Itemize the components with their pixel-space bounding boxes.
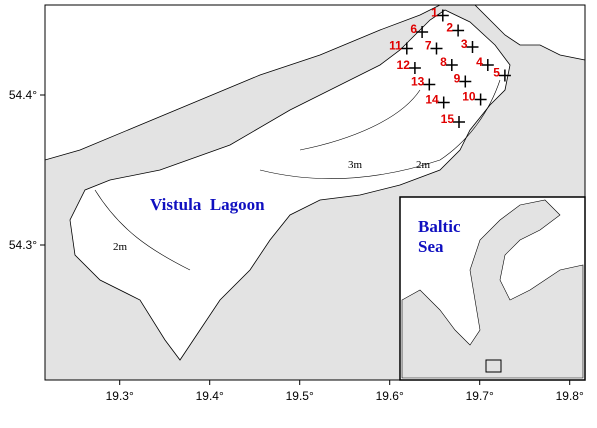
- station-label: 1: [431, 6, 438, 20]
- x-tick-label: 19.3°: [106, 389, 134, 403]
- station-marker: [408, 62, 421, 74]
- inset-label: Baltic: [418, 217, 461, 236]
- station-label: 3: [461, 37, 468, 51]
- station-label: 6: [410, 22, 417, 36]
- station-marker: [423, 78, 436, 91]
- station-label: 5: [493, 66, 500, 80]
- station-label: 9: [454, 72, 461, 86]
- lagoon-label: Vistula Lagoon: [150, 195, 265, 214]
- inset-land: [401, 199, 584, 379]
- depth-label: 2m: [113, 241, 128, 253]
- station-marker: [459, 75, 472, 88]
- x-tick-label: 19.6°: [376, 389, 404, 403]
- x-tick-label: 19.7°: [466, 389, 494, 403]
- station-marker: [400, 42, 413, 55]
- station-marker: [481, 59, 494, 71]
- inset-locator: [485, 359, 502, 373]
- station-label: 10: [462, 90, 476, 104]
- station-label: 14: [425, 93, 439, 107]
- x-tick-label: 19.4°: [196, 389, 224, 403]
- station-label: 7: [425, 39, 432, 53]
- station-label: 12: [397, 58, 411, 72]
- station-label: 13: [411, 75, 425, 89]
- station-marker: [436, 9, 449, 22]
- station-label: 2: [446, 21, 453, 35]
- frame: [44, 4, 586, 381]
- x-tick-label: 19.5°: [286, 389, 314, 403]
- x-tick-label: 19.8°: [556, 389, 584, 403]
- inset: Baltic Sea: [399, 196, 586, 381]
- station-marker: [474, 93, 487, 106]
- station-marker: [498, 69, 511, 82]
- sea-east: [474, 4, 586, 61]
- inset-label: Sea: [418, 237, 444, 256]
- sea: [44, 4, 441, 161]
- basemap: [44, 4, 586, 381]
- station-marker: [466, 41, 479, 53]
- station-marker: [453, 116, 465, 128]
- station-label: 11: [389, 39, 402, 53]
- station-label: 4: [476, 55, 483, 69]
- isobath: [94, 79, 501, 271]
- depth-label: 3m: [348, 159, 363, 171]
- station-marker: [437, 96, 450, 109]
- station-marker: [445, 59, 458, 71]
- depth-label: 2m: [416, 159, 431, 171]
- y-tick-label: 54.3°: [9, 238, 37, 252]
- station-marker: [416, 26, 429, 38]
- station-marker: [452, 24, 465, 37]
- y-tick-label: 54.4°: [9, 88, 37, 102]
- station-label: 15: [441, 112, 455, 126]
- station-marker: [430, 42, 443, 55]
- lagoon: [69, 9, 511, 361]
- station-label: 8: [440, 55, 447, 69]
